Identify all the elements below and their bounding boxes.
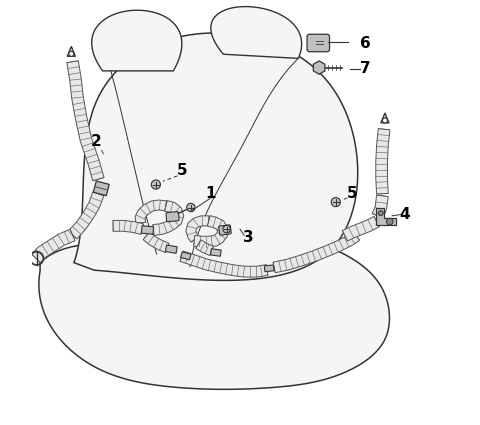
Circle shape [378, 211, 383, 215]
FancyBboxPatch shape [219, 225, 231, 235]
Polygon shape [68, 192, 104, 239]
Text: 5: 5 [347, 186, 358, 201]
Polygon shape [211, 6, 301, 58]
Circle shape [386, 218, 393, 225]
Text: 2: 2 [91, 134, 102, 149]
Polygon shape [273, 231, 360, 273]
Circle shape [69, 51, 74, 57]
Polygon shape [67, 46, 75, 57]
Polygon shape [342, 216, 379, 241]
FancyBboxPatch shape [166, 212, 179, 222]
Polygon shape [193, 215, 228, 247]
Polygon shape [92, 10, 182, 71]
Polygon shape [180, 251, 268, 277]
Circle shape [187, 203, 195, 212]
Polygon shape [186, 216, 209, 242]
Polygon shape [381, 113, 389, 123]
Polygon shape [32, 229, 75, 263]
Polygon shape [313, 61, 325, 74]
Polygon shape [376, 129, 390, 194]
Polygon shape [113, 221, 144, 235]
Text: 3: 3 [243, 230, 253, 245]
Bar [264, 265, 274, 272]
Bar [142, 226, 154, 234]
Bar [166, 245, 177, 253]
Bar [93, 181, 109, 196]
Text: 6: 6 [360, 36, 371, 51]
Polygon shape [74, 33, 358, 280]
Polygon shape [143, 232, 169, 252]
Polygon shape [135, 200, 167, 224]
Circle shape [383, 118, 387, 123]
Polygon shape [67, 61, 104, 181]
Polygon shape [372, 195, 388, 218]
Polygon shape [376, 208, 396, 225]
Bar [180, 252, 191, 260]
Polygon shape [153, 201, 184, 235]
Text: 7: 7 [360, 61, 370, 76]
Polygon shape [196, 240, 214, 255]
Polygon shape [39, 228, 389, 389]
Text: 1: 1 [205, 186, 216, 201]
Text: 4: 4 [399, 207, 410, 222]
Text: 5: 5 [176, 163, 187, 178]
Circle shape [151, 180, 160, 189]
Bar [210, 249, 221, 256]
FancyBboxPatch shape [307, 34, 330, 52]
Circle shape [223, 225, 230, 233]
Circle shape [331, 198, 340, 207]
